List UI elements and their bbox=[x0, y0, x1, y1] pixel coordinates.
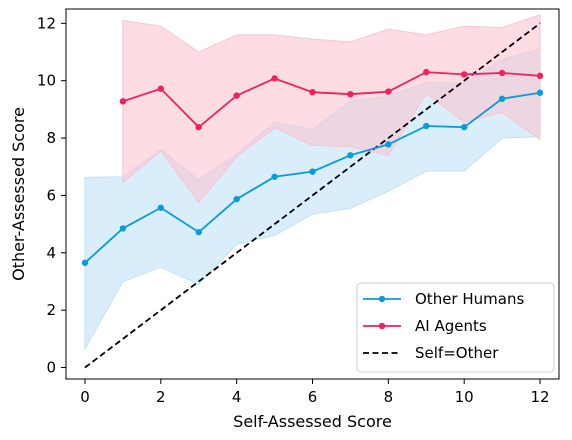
legend: Other Humans AI Agents Self=Other bbox=[356, 282, 555, 373]
data-point bbox=[157, 204, 165, 211]
x-axis-ticks: 0 2 4 6 8 10 12 bbox=[80, 379, 550, 406]
data-point bbox=[271, 75, 278, 82]
data-point bbox=[423, 122, 430, 130]
data-point bbox=[498, 69, 506, 77]
data-point bbox=[423, 68, 430, 76]
data-point bbox=[81, 259, 89, 267]
data-point bbox=[195, 228, 202, 236]
data-point bbox=[119, 98, 127, 105]
data-point bbox=[195, 123, 202, 131]
data-point bbox=[347, 90, 354, 98]
data-point bbox=[233, 195, 240, 203]
legend-marker bbox=[378, 295, 386, 303]
legend-label: Other Humans bbox=[415, 290, 524, 308]
x-tick-label: 10 bbox=[455, 388, 474, 406]
data-point bbox=[460, 71, 468, 78]
x-tick-label: 12 bbox=[530, 388, 549, 406]
y-tick-label: 0 bbox=[46, 359, 56, 377]
legend-label: AI Agents bbox=[415, 317, 487, 335]
data-point bbox=[309, 168, 316, 175]
y-axis-ticks: 0 2 4 6 8 10 12 bbox=[37, 14, 66, 377]
series-line-1 bbox=[122, 71, 541, 129]
data-point bbox=[385, 141, 392, 148]
x-tick-label: 6 bbox=[308, 388, 318, 406]
y-tick-label: 10 bbox=[37, 72, 56, 90]
y-tick-label: 4 bbox=[46, 244, 56, 262]
data-point bbox=[536, 89, 544, 96]
band-1 bbox=[122, 14, 541, 204]
y-tick-label: 2 bbox=[46, 301, 56, 319]
x-tick-label: 0 bbox=[80, 388, 90, 406]
series-points bbox=[81, 68, 544, 267]
data-point bbox=[233, 92, 240, 99]
data-point bbox=[385, 88, 392, 95]
data-point bbox=[347, 152, 354, 159]
data-point bbox=[498, 95, 506, 102]
y-axis-label: Other-Assessed Score bbox=[9, 107, 28, 281]
y-tick-label: 8 bbox=[46, 129, 56, 147]
data-point bbox=[157, 85, 165, 92]
legend-marker bbox=[378, 322, 386, 330]
reference-line-self-equals-other bbox=[84, 22, 541, 369]
legend-box bbox=[356, 282, 555, 373]
x-tick-label: 2 bbox=[156, 388, 166, 406]
x-axis-label: Self-Assessed Score bbox=[233, 412, 392, 431]
data-point bbox=[119, 225, 127, 232]
y-tick-label: 12 bbox=[37, 14, 56, 32]
y-tick-label: 6 bbox=[46, 186, 56, 204]
data-point bbox=[309, 88, 316, 96]
data-point bbox=[271, 173, 278, 180]
x-tick-label: 8 bbox=[384, 388, 394, 406]
reference-line-layer bbox=[84, 22, 541, 369]
legend-label: Self=Other bbox=[415, 344, 499, 362]
data-point bbox=[536, 72, 544, 80]
x-tick-label: 4 bbox=[232, 388, 242, 406]
data-point bbox=[460, 123, 468, 131]
